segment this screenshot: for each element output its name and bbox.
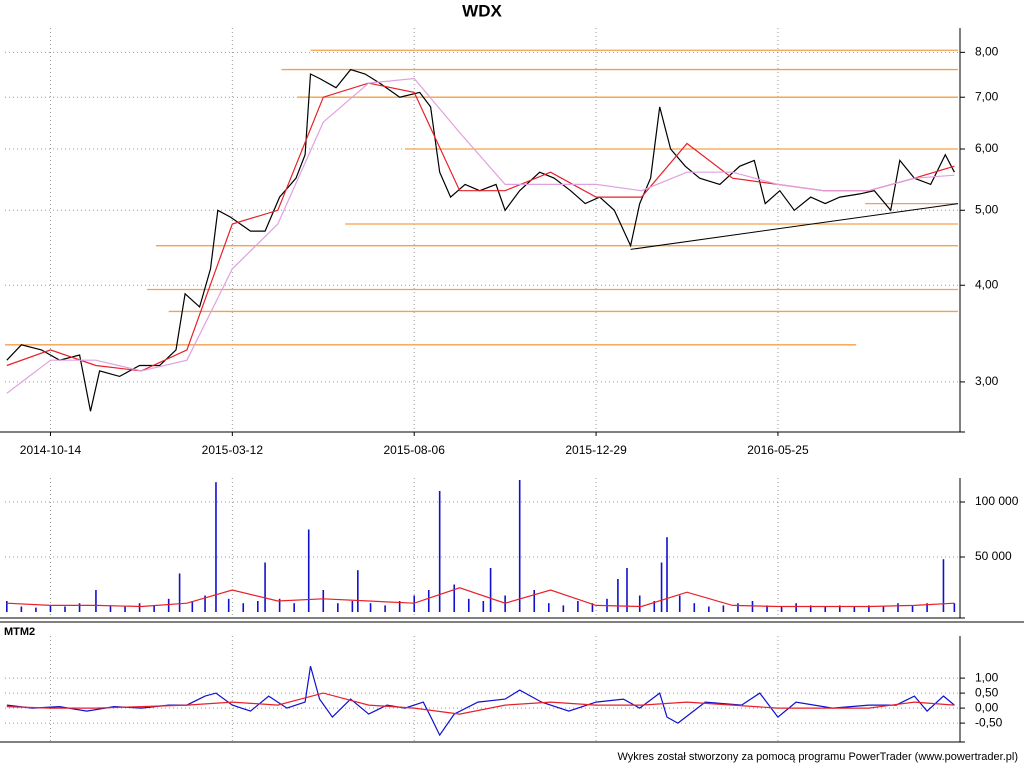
bar: [533, 590, 536, 612]
bar: [49, 605, 52, 612]
y-tick-label: 8,00: [975, 45, 999, 59]
x-tick-label: 2015-12-29: [565, 443, 627, 457]
bar: [809, 605, 812, 612]
bar: [868, 605, 870, 612]
bar: [795, 603, 797, 612]
bar: [78, 603, 81, 612]
bar: [617, 579, 619, 612]
bar: [751, 601, 754, 612]
bar: [191, 601, 194, 612]
bar: [204, 595, 206, 612]
bar: [167, 598, 170, 612]
bar: [357, 570, 359, 612]
y-tick-label: 3,00: [975, 374, 999, 388]
y-tick-label: -0,50: [975, 715, 1003, 729]
chart-title: WDX: [462, 1, 502, 20]
bar: [242, 603, 245, 612]
x-tick-label: 2016-05-25: [747, 443, 809, 457]
bar: [307, 529, 310, 612]
bar: [215, 482, 217, 612]
series-line: [6, 587, 955, 608]
bar: [322, 590, 325, 612]
y-tick-label: 4,00: [975, 277, 999, 291]
bar: [109, 605, 112, 612]
bar: [660, 562, 663, 612]
bar: [882, 606, 885, 612]
bar: [398, 601, 401, 612]
y-tick-label: 6,00: [975, 141, 999, 155]
bar: [178, 573, 181, 612]
bar: [438, 491, 441, 612]
bar: [577, 601, 579, 612]
bar: [351, 601, 354, 612]
panel-label: MTM2: [4, 626, 35, 638]
bar: [693, 603, 696, 612]
bar: [926, 603, 928, 612]
bar: [20, 606, 23, 612]
bar: [897, 603, 899, 612]
bar: [708, 606, 710, 612]
bar: [124, 606, 126, 612]
bar: [518, 480, 521, 612]
bar: [427, 590, 430, 612]
bar: [838, 605, 841, 612]
bar: [293, 603, 295, 612]
bar: [95, 590, 97, 612]
series-line: [6, 692, 955, 715]
x-tick-label: 2014-10-14: [20, 443, 82, 457]
bar: [337, 603, 339, 612]
bar: [780, 606, 783, 612]
bar: [953, 603, 956, 612]
bar: [911, 605, 914, 612]
y-tick-label: 7,00: [975, 89, 999, 103]
series-line: [6, 665, 955, 737]
bar: [153, 605, 155, 612]
bar: [562, 605, 565, 612]
y-tick-label: 1,00: [975, 670, 999, 684]
bar: [547, 603, 550, 612]
series-line: [6, 77, 955, 394]
bar: [6, 601, 8, 612]
y-tick-label: 5,00: [975, 202, 999, 216]
bar: [256, 601, 259, 612]
bar: [853, 606, 856, 612]
x-tick-label: 2015-08-06: [384, 443, 446, 457]
bar: [138, 603, 141, 612]
bar: [453, 584, 456, 612]
trend-line: [630, 203, 959, 250]
y-tick-label: 100 000: [975, 494, 1019, 508]
bar: [638, 595, 641, 612]
bar: [35, 607, 37, 612]
bar: [369, 603, 372, 612]
y-tick-label: 0,50: [975, 685, 999, 699]
bar: [824, 606, 827, 612]
y-tick-label: 50 000: [975, 549, 1012, 563]
x-tick-label: 2015-03-12: [202, 443, 264, 457]
bar: [591, 603, 594, 612]
bar: [722, 605, 725, 612]
bar: [482, 601, 485, 612]
bar: [942, 559, 945, 612]
bar: [264, 562, 266, 612]
bar: [227, 598, 230, 612]
y-tick-label: 0,00: [975, 700, 999, 714]
bar: [678, 595, 681, 612]
bar: [626, 568, 628, 612]
bar: [666, 537, 668, 612]
bar: [653, 601, 656, 612]
bar: [737, 603, 739, 612]
bar: [278, 598, 281, 612]
bar: [384, 605, 386, 612]
bar: [467, 598, 470, 612]
bar: [64, 606, 66, 612]
footer: Wykres został stworzony za pomocą progra…: [617, 751, 1018, 763]
bar: [489, 568, 492, 612]
bar: [766, 605, 768, 612]
